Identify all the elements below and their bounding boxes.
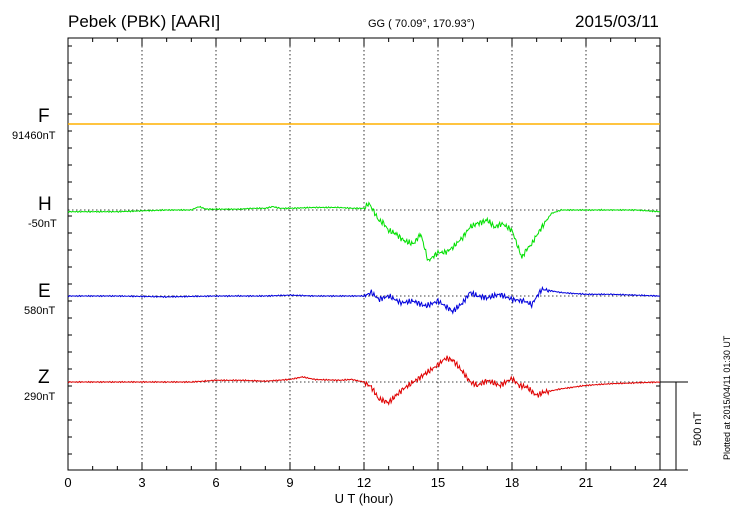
baseline-H: -50nT	[28, 218, 57, 230]
x-tick-label: 24	[653, 475, 667, 490]
scale-bar-label: 500 nT	[692, 411, 704, 446]
baseline-E: 580nT	[24, 305, 56, 317]
label-F: F	[38, 106, 50, 127]
x-tick-label: 18	[505, 475, 519, 490]
baseline-Z: 290nT	[24, 391, 56, 403]
series-line-H	[67, 201, 661, 263]
baseline-F: 91460nT	[12, 130, 56, 142]
x-axis-label: U T (hour)	[335, 491, 394, 506]
label-H: H	[38, 194, 52, 215]
x-tick-label: 9	[286, 475, 293, 490]
geographic-coords: GG ( 70.09°, 170.93°)	[368, 18, 475, 30]
station-title: Pebek (PBK) [AARI]	[68, 12, 221, 31]
series-line-Z	[67, 355, 661, 406]
x-tick-label: 0	[64, 475, 71, 490]
label-Z: Z	[38, 367, 50, 388]
x-tick-label: 15	[431, 475, 445, 490]
series-line-E	[67, 285, 661, 315]
x-tick-label: 6	[212, 475, 219, 490]
date-label: 2015/03/11	[575, 12, 659, 31]
x-tick-label: 12	[357, 475, 371, 490]
plotted-note: Plotted at 2015/04/11 01:30 UT	[722, 335, 730, 460]
x-tick-label: 21	[579, 475, 593, 490]
label-E: E	[38, 281, 51, 302]
x-tick-label: 3	[138, 475, 145, 490]
